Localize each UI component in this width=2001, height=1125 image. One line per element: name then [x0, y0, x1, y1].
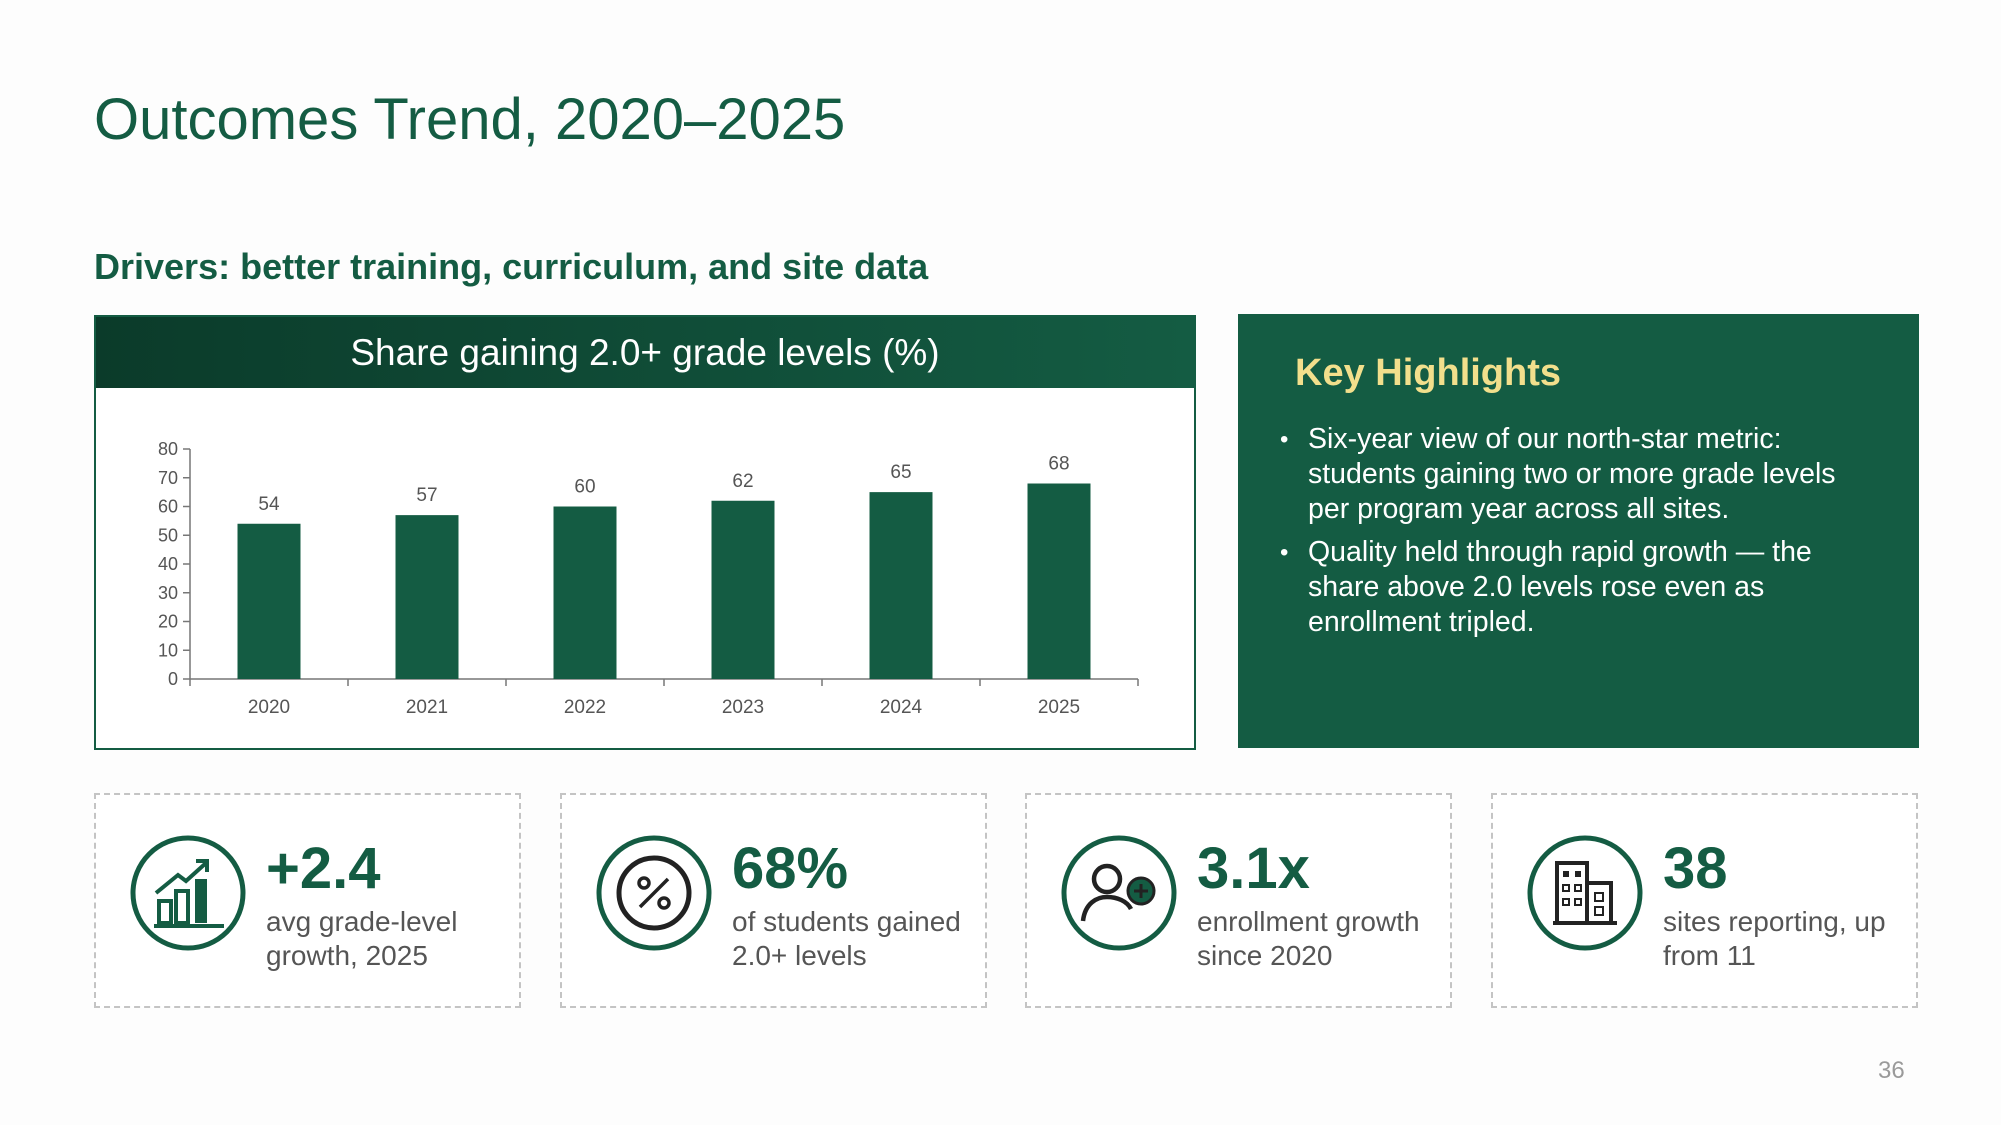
highlight-item: Quality held through rapid growth — the …: [1278, 535, 1878, 640]
x-tick-label: 2022: [564, 697, 606, 718]
x-tick-label: 2020: [248, 697, 290, 718]
stat-card-sites: 38 sites reporting, up from 11: [1491, 793, 1918, 1008]
stat-label: avg grade-level growth, 2025: [266, 906, 458, 971]
slide-subtitle: Drivers: better training, curriculum, an…: [94, 246, 929, 287]
data-label: 62: [732, 471, 753, 492]
y-tick-label: 60: [158, 497, 178, 517]
stat-label: of students gained 2.0+ levels: [732, 906, 961, 971]
chart-card: Share gaining 2.0+ grade levels (%) 0 10 2…: [94, 315, 1196, 750]
bar: [711, 500, 775, 679]
bar: [553, 506, 617, 679]
stat-label: enrollment growth since 2020: [1197, 906, 1420, 971]
y-tick-label: 0: [168, 669, 178, 689]
x-tick-label: 2021: [406, 697, 448, 718]
bar: [869, 492, 933, 679]
stat-value: +2.4: [266, 836, 381, 901]
highlight-item: Six-year view of our north-star metric: …: [1278, 422, 1878, 527]
slide-title: Outcomes Trend, 2020–2025: [94, 87, 846, 152]
growth-chart-icon: [130, 835, 246, 951]
x-tick-label: 2024: [880, 697, 923, 718]
building-icon: [1527, 835, 1643, 951]
data-label: 65: [890, 462, 911, 483]
page-number: 36: [1878, 1057, 1905, 1084]
bar-chart: 0 10 20 30 40 50 60 70 80 54 2020 57 2021 60 2022 62 202…: [158, 439, 1139, 718]
data-label: 57: [416, 485, 437, 506]
bar: [1027, 483, 1091, 679]
bar: [395, 515, 459, 679]
stat-value: 38: [1663, 836, 1728, 901]
data-label: 60: [574, 477, 595, 498]
bar: [237, 523, 301, 679]
y-tick-label: 20: [158, 612, 178, 632]
x-tick-label: 2025: [1038, 697, 1080, 718]
user-add-icon: [1061, 835, 1177, 951]
stat-label: sites reporting, up from 11: [1663, 906, 1886, 971]
key-highlights-panel: Key Highlights Six-year view of our nort…: [1238, 314, 1919, 748]
stat-card-growth: +2.4 avg grade-level growth, 2025: [94, 793, 521, 1008]
highlights-title: Key Highlights: [1295, 352, 1562, 394]
stat-value: 3.1x: [1197, 836, 1310, 901]
stat-card-percent: 68% of students gained 2.0+ levels: [560, 793, 987, 1008]
data-label: 68: [1048, 454, 1069, 475]
chart-title: Share gaining 2.0+ grade levels (%): [96, 317, 1194, 388]
stat-card-enrollment: 3.1x enrollment growth since 2020: [1025, 793, 1452, 1008]
y-tick-label: 30: [158, 583, 178, 603]
y-tick-label: 50: [158, 525, 178, 545]
y-tick-label: 10: [158, 640, 178, 660]
data-label: 54: [258, 494, 280, 515]
y-tick-label: 70: [158, 468, 178, 488]
highlights-list: Six-year view of our north-star metric: …: [1278, 422, 1878, 648]
y-tick-label: 80: [158, 439, 178, 459]
stat-value: 68%: [732, 836, 849, 901]
x-tick-label: 2023: [722, 697, 764, 718]
y-tick-label: 40: [158, 554, 178, 574]
percent-icon: [596, 835, 712, 951]
